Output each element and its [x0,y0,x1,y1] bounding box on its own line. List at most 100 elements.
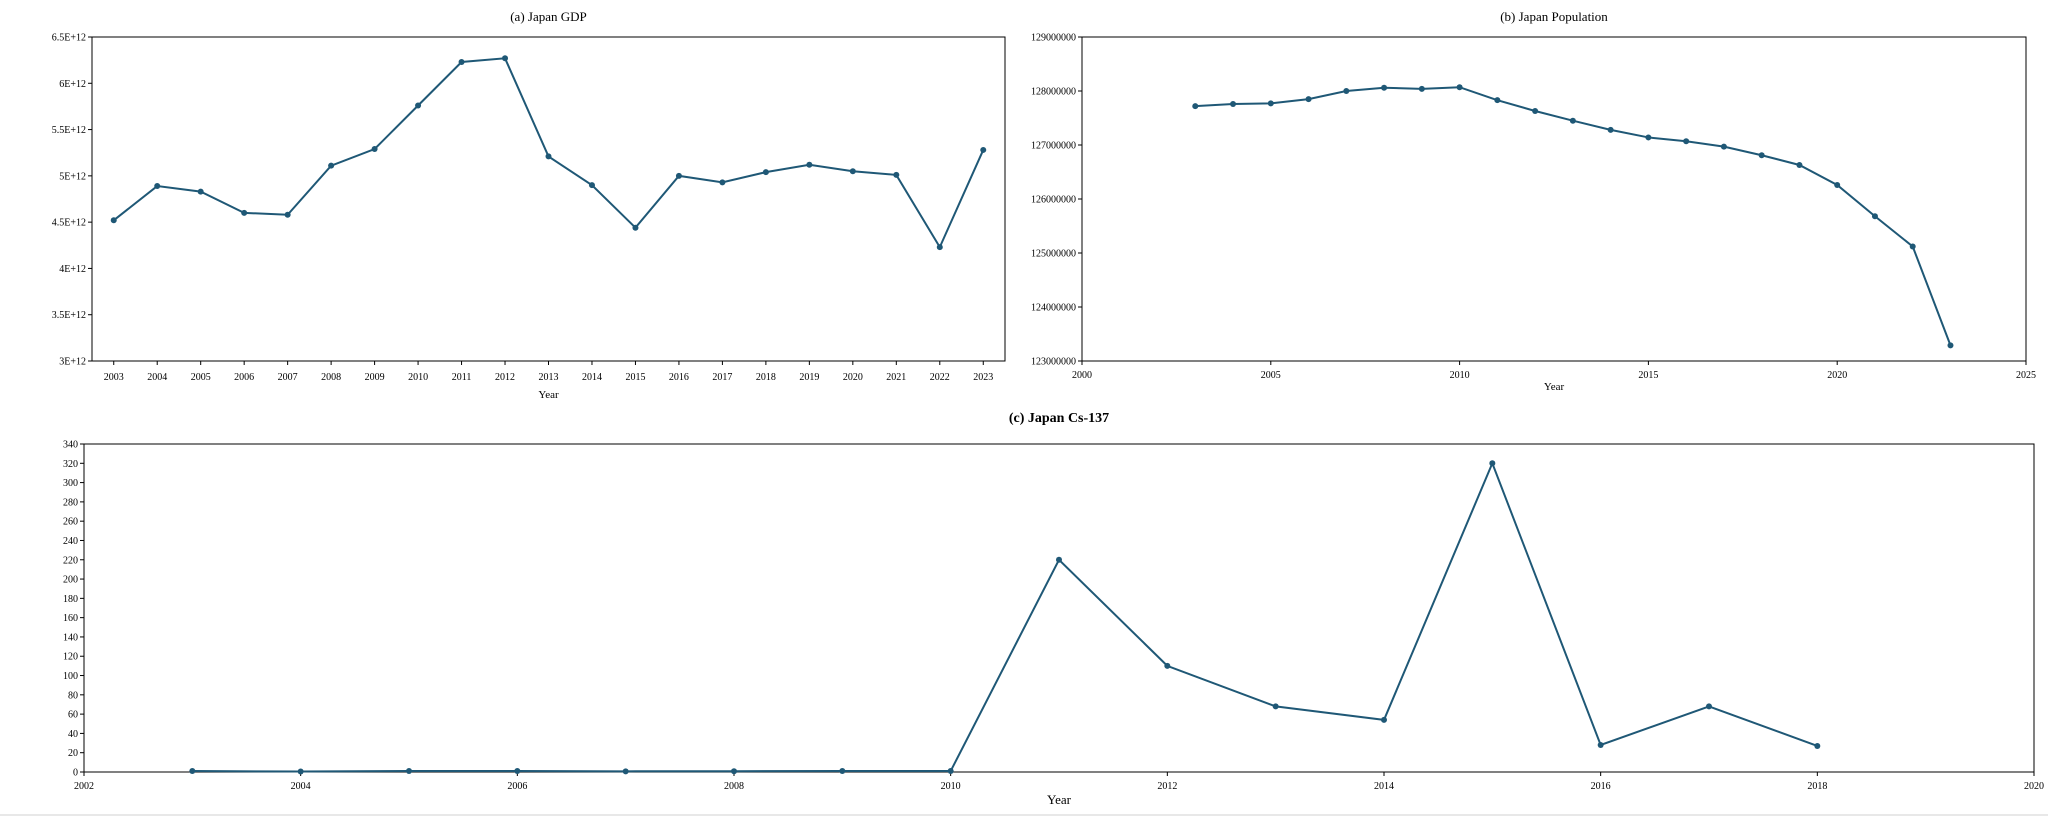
plot-frame [83,443,2035,773]
x-tick-label: 2009 [365,372,385,383]
data-point [1343,88,1350,94]
data-point [1532,107,1539,114]
data-point [1164,662,1171,669]
data-point [675,172,682,179]
data-point [1494,97,1501,104]
data-point [197,188,204,195]
x-tick-label: 2015 [1638,370,1658,381]
y-tick-label: 0 [73,768,78,779]
data-point [1056,556,1062,563]
x-axis-label: Year [1544,381,1565,393]
y-tick-label: 260 [63,517,78,528]
y-tick-label: 4.5E+12 [52,218,86,229]
y-tick-label: 140 [63,632,78,643]
data-point [328,162,335,169]
x-tick-label: 2012 [495,372,515,383]
x-tick-label: 2015 [625,372,645,383]
y-tick-label: 40 [68,729,78,740]
x-tick-label: 2012 [1157,781,1177,792]
data-point [1871,213,1878,220]
x-tick-label: 2005 [191,372,211,383]
y-tick-label: 60 [68,710,78,721]
data-point [189,768,196,775]
data-point [849,168,856,175]
data-point [762,169,769,176]
data-point [936,244,943,251]
y-tick-label: 3E+12 [59,357,86,368]
data-point [588,182,595,189]
chart-title: (b) Japan Population [1500,9,1608,24]
x-tick-label: 2008 [724,781,744,792]
x-tick-label: 2020 [843,372,863,383]
y-tick-label: 127000000 [1031,141,1076,152]
x-tick-label: 2016 [1591,781,1611,792]
x-tick-label: 2023 [973,372,993,383]
y-tick-label: 340 [63,440,78,451]
data-point [502,55,509,62]
x-tick-label: 2013 [539,372,559,383]
x-tick-label: 2007 [278,372,298,383]
y-tick-label: 5E+12 [59,171,86,182]
y-tick-label: 160 [63,613,78,624]
plot-frame [1081,36,2027,362]
x-tick-label: 2004 [291,781,311,792]
data-point [1381,716,1387,723]
data-point [1381,84,1388,91]
y-tick-label: 128000000 [1031,87,1076,98]
x-tick-label: 2017 [712,372,732,383]
y-tick-label: 220 [63,555,78,566]
data-point [514,768,521,775]
x-tick-label: 2020 [2024,781,2044,792]
x-tick-label: 2010 [408,372,428,383]
x-tick-label: 2010 [1450,370,1470,381]
data-point [284,211,291,218]
data-point [154,183,161,190]
data-point [1418,85,1425,92]
x-tick-label: 2006 [234,372,254,383]
data-point [406,768,412,775]
y-tick-label: 123000000 [1031,357,1076,368]
chart-title: (c) Japan Cs-137 [1009,411,1109,426]
x-tick-label: 2010 [941,781,961,792]
x-axis-label: Year [1047,792,1072,807]
chart-cs137: (c) Japan Cs-137 0 20 40 60 80 100 120 140 160 180… [63,411,2044,807]
data-point [1796,161,1803,168]
data-point [1834,181,1841,188]
data-point [1607,126,1614,133]
y-tick-label: 80 [68,690,78,701]
y-tick-label: 300 [63,478,78,489]
data-point [1758,152,1765,159]
data-point [1947,342,1954,349]
x-tick-label: 2018 [756,372,776,383]
x-tick-label: 2002 [74,781,94,792]
y-tick-label: 126000000 [1031,195,1076,206]
data-point [241,209,248,216]
y-tick-label: 100 [63,671,78,682]
x-tick-label: 2003 [104,372,124,383]
y-tick-label: 280 [63,497,78,508]
data-point [1569,117,1576,124]
x-tick-label: 2018 [1807,781,1827,792]
data-point [1597,741,1604,748]
y-tick-label: 120 [63,652,78,663]
data-point [947,768,954,775]
y-tick-label: 180 [63,594,78,605]
data-point [893,171,900,178]
x-tick-label: 2005 [1261,370,1281,381]
data-point [110,217,117,224]
x-tick-label: 2021 [886,372,906,383]
data-point [1645,134,1652,141]
data-point [1305,96,1312,103]
data-point [806,161,813,168]
data-point [1814,742,1821,749]
y-tick-label: 20 [68,748,78,759]
data-point [1267,100,1274,107]
data-point [719,179,726,186]
y-tick-label: 3.5E+12 [52,310,86,321]
chart-gdp: (a) Japan GDP 3E+12 3.5E+12 4E+12 4.5E+12 5E+… [52,9,1006,401]
x-tick-label: 2008 [321,372,341,383]
y-tick-label: 240 [63,536,78,547]
y-tick-label: 320 [63,459,78,470]
x-tick-label: 2014 [582,372,602,383]
